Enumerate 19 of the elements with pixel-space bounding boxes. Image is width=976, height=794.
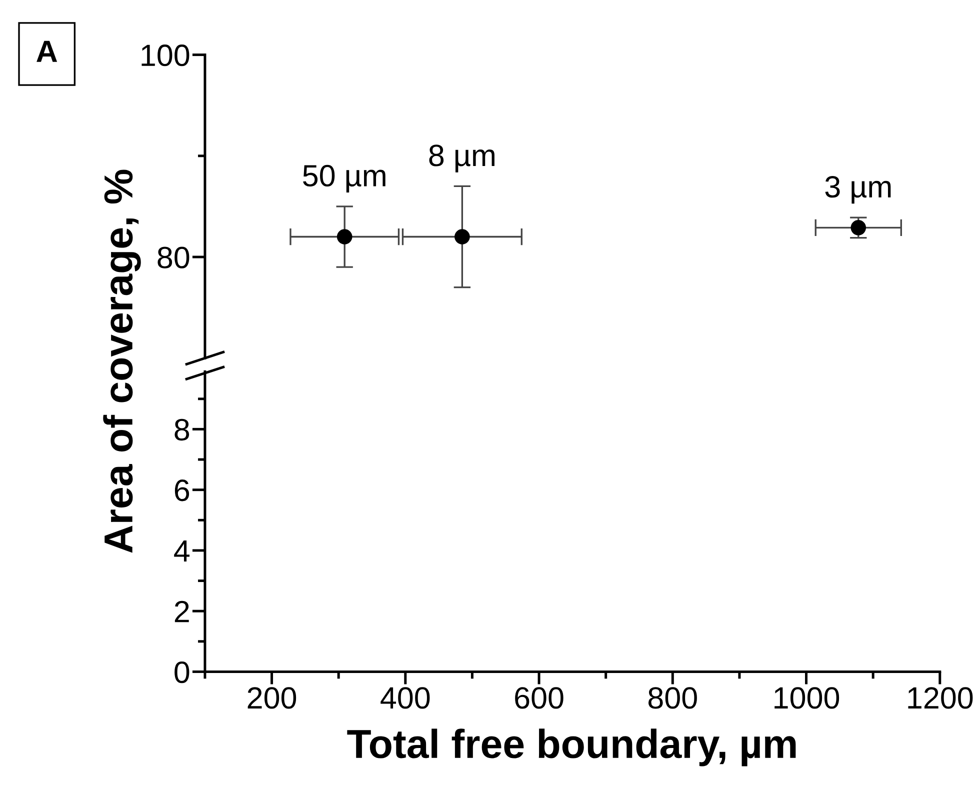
text: A [36,40,58,62]
y-tick-label: 2 [174,600,189,622]
y-axis-title: Area of coverage, % [103,170,141,553]
annotation: 8 µm [429,144,494,172]
x-tick-label: 600 [515,687,564,709]
y-tick-label: 4 [174,540,190,562]
y-tick-label: 0 [174,661,190,684]
y-tick-label: 100 [142,44,190,66]
y-tick-label: 80 [158,246,190,268]
annotation: 50 µm [303,164,386,193]
x-tick-label: 800 [648,687,697,709]
y-tick-label: 6 [174,480,190,502]
x-tick-label: 1200 [908,687,973,709]
x-tick-label: 200 [248,687,296,709]
x-axis-title: Total free boundary, µm [347,728,796,766]
y-tick-label: 8 [174,418,190,441]
x-tick-label: 1000 [774,687,840,709]
annotation: 3 µm [825,176,891,204]
x-tick-label: 400 [380,687,430,709]
